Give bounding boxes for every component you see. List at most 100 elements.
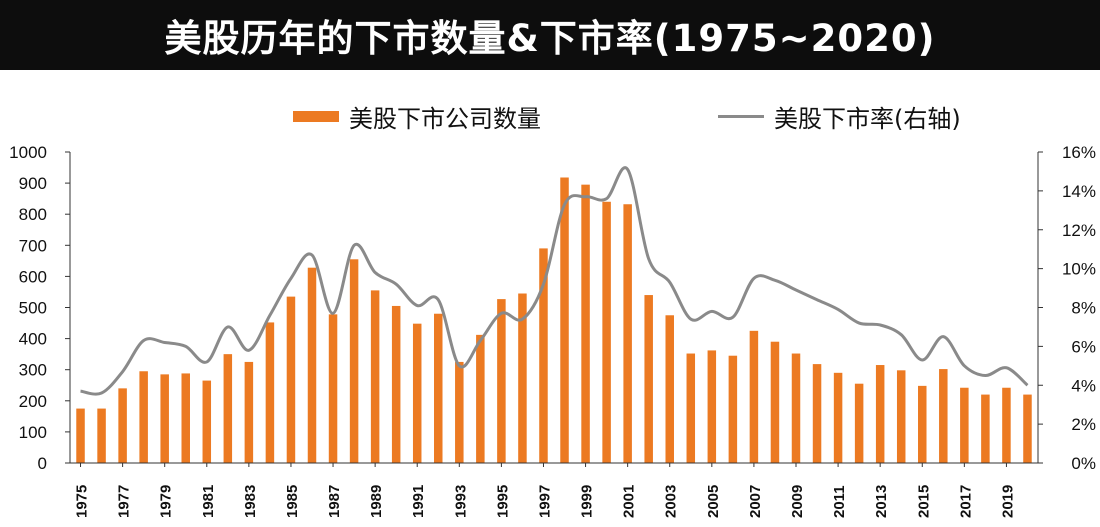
right-axis-tick-label: 2%	[1071, 415, 1096, 434]
x-axis-tick-label: 2005	[705, 485, 722, 518]
legend-line-swatch	[718, 115, 764, 118]
right-axis: 0% 2% 4% 6% 8% 10% 12% 14% 16%	[1037, 143, 1096, 473]
x-axis-tick-label: 2007	[747, 485, 764, 518]
delisting-rate-line	[80, 166, 1029, 396]
left-axis-tick-label: 900	[19, 174, 47, 193]
bar-2017	[960, 387, 969, 463]
x-axis-tick-label: 2009	[789, 485, 806, 518]
bar-2006	[728, 355, 738, 463]
x-axis-tick-label: 1991	[410, 485, 427, 518]
x-axis-tick-label: 2003	[663, 485, 680, 518]
legend-item-line: 美股下市率(右轴)	[718, 99, 961, 134]
x-axis-tick-label: 2017	[957, 485, 974, 518]
bar-2007	[749, 330, 759, 463]
left-axis-tick-label: 800	[19, 205, 47, 224]
bar-1984	[265, 322, 275, 463]
x-axis: 1975 1977 1979 1981 1983 1985 1987 1989 1991 1993…	[70, 462, 1038, 518]
right-axis-tick-label: 12%	[1062, 221, 1096, 240]
right-axis-tick-label: 16%	[1062, 143, 1096, 162]
x-axis-tick-label: 1987	[326, 485, 343, 518]
left-axis-tick-label: 100	[19, 423, 47, 442]
bar-1989	[370, 290, 380, 463]
legend-bar-swatch	[293, 111, 339, 122]
left-axis-tick-label: 0	[38, 454, 47, 473]
bar-1991	[412, 323, 422, 463]
x-axis-tick-label: 1975	[74, 485, 91, 518]
right-axis-tick-label: 4%	[1071, 376, 1096, 395]
legend-line-label: 美股下市率(右轴)	[774, 105, 961, 133]
bar-1999	[581, 184, 590, 463]
x-axis-tick-label: 1977	[116, 485, 133, 518]
bar-2004	[686, 353, 696, 463]
x-axis-tick-label: 2019	[999, 485, 1016, 518]
bar-1975	[76, 408, 85, 463]
x-axis-tick-label: 2013	[873, 485, 890, 518]
x-axis-tick-label: 1999	[579, 485, 596, 518]
bar-1992	[434, 313, 443, 463]
legend-bar-label: 美股下市公司数量	[349, 105, 541, 133]
bar-2016	[939, 369, 948, 463]
left-axis-tick-label: 400	[19, 330, 47, 349]
x-axis-tick-label: 1989	[368, 485, 385, 518]
right-axis-tick-label: 6%	[1071, 337, 1096, 356]
bar-2001	[623, 204, 632, 464]
bar-2009	[791, 353, 801, 463]
left-axis-tick-label: 200	[19, 392, 47, 411]
bar-2005	[707, 350, 717, 463]
right-axis-tick-label: 8%	[1071, 299, 1096, 318]
bar-1994	[476, 334, 485, 463]
x-axis-tick-label: 1981	[200, 485, 217, 518]
bar-2010	[812, 364, 822, 463]
bar-series	[76, 177, 1032, 464]
legend: 美股下市公司数量 美股下市率(右轴)	[0, 95, 1100, 135]
x-axis-tick-label: 1985	[284, 485, 301, 518]
right-axis-tick-label: 14%	[1062, 182, 1096, 201]
bar-1979	[160, 374, 169, 463]
right-axis-tick-label: 0%	[1071, 454, 1096, 473]
x-axis-tick-label: 1979	[158, 485, 175, 518]
x-axis-tick-label: 1997	[536, 485, 553, 518]
bar-2000	[602, 201, 611, 463]
x-axis-tick-label: 2001	[621, 485, 638, 518]
bar-2003	[665, 315, 674, 463]
bar-2008	[770, 341, 780, 463]
bar-1998	[560, 177, 569, 463]
bar-1980	[181, 373, 190, 463]
bar-1981	[202, 380, 212, 463]
bar-2018	[981, 394, 990, 463]
bar-2013	[875, 365, 885, 463]
line-series-layer	[80, 166, 1029, 396]
bar-1990	[391, 305, 401, 463]
bar-1982	[223, 354, 233, 463]
bar-1993	[455, 361, 464, 463]
bar-1983	[244, 361, 254, 463]
bar-1988	[349, 259, 359, 463]
bar-1978	[139, 371, 148, 463]
bar-2002	[644, 295, 653, 463]
bar-1997	[539, 248, 548, 463]
left-axis-tick-label: 700	[19, 236, 47, 255]
bar-2012	[854, 383, 864, 463]
bar-2011	[833, 372, 843, 463]
x-axis-tick-label: 2015	[915, 485, 932, 518]
left-axis: 0 100 200 300 400 500 600 700 800 900 1000	[9, 143, 71, 473]
left-axis-tick-label: 300	[19, 361, 47, 380]
left-axis-tick-label: 500	[19, 299, 47, 318]
x-axis-tick-label: 1983	[242, 485, 259, 518]
x-axis-tick-label: 1995	[494, 485, 511, 518]
bar-1987	[328, 314, 338, 463]
bar-2015	[918, 385, 927, 463]
bar-1986	[307, 267, 317, 463]
left-axis-tick-label: 1000	[9, 143, 47, 162]
bar-1976	[97, 408, 106, 463]
bar-1977	[118, 388, 127, 463]
bar-2019	[1002, 387, 1011, 463]
bar-1995	[497, 299, 506, 463]
chart-title: 美股历年的下市数量&下市率(1975~2020)	[164, 17, 936, 60]
x-axis-tick-label: 2011	[831, 485, 848, 518]
legend-item-bar: 美股下市公司数量	[293, 99, 541, 134]
right-axis-tick-label: 10%	[1062, 260, 1096, 279]
bar-2020	[1023, 394, 1032, 463]
title-bar: 美股历年的下市数量&下市率(1975~2020)	[0, 0, 1100, 70]
